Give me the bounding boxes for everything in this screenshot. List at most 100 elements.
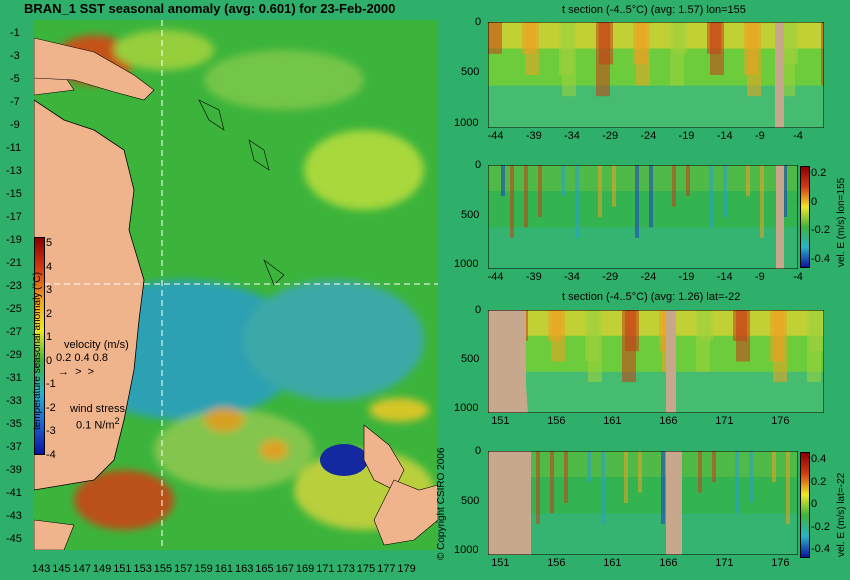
panel2-colorbar-tick: 0.2	[811, 167, 827, 179]
panel3-x-tick: 161	[603, 415, 622, 427]
map-x-tick: 171	[316, 563, 335, 575]
map-y-tick: -13	[6, 165, 22, 177]
map-colorbar-tick: 4	[46, 260, 53, 273]
map-x-tick: 169	[295, 563, 315, 575]
panel1-x-tick: -9	[754, 130, 765, 142]
map-x-tick: 155	[153, 563, 173, 575]
panel4-x-tick: 176	[771, 557, 790, 569]
map-colorbar-label: temperature seasonal anomaly (°C)	[32, 272, 43, 430]
map-y-tick: -35	[6, 418, 22, 430]
map-colorbar-tick: -2	[46, 401, 56, 414]
panel2-x-tick: -29	[602, 271, 619, 283]
map-y-tick: -27	[6, 326, 22, 338]
panel4-colorbar-tick: -0.2	[811, 520, 830, 533]
map-x-tick: 153	[133, 563, 152, 575]
panel4-x-tick: 171	[715, 557, 734, 569]
panel1-title: t section (-4..5°C) (avg: 1.57) lon=155	[562, 4, 746, 16]
map-colorbar-tick: 2	[46, 307, 53, 320]
map-y-tick: -1	[10, 27, 20, 39]
panel3-x-tick: 151	[491, 415, 510, 427]
panel4-colorbar	[800, 452, 810, 558]
copyright-text: © Copyright CSIRO 2006	[436, 447, 447, 560]
panel1-y-tick: 0	[475, 16, 482, 28]
panel2-x-tick: -34	[564, 271, 580, 283]
panel2-colorbar-tick: -0.2	[811, 224, 830, 237]
panel2-x-tick: -9	[754, 271, 765, 283]
map-colorbar-tick: 0	[46, 354, 53, 367]
map-colorbar-tick: -1	[46, 378, 56, 390]
map-colorbar	[34, 237, 45, 455]
panel3-title: t section (-4..5°C) (avg: 1.26) lat=-22	[562, 291, 741, 303]
map-x-tick: 147	[72, 563, 91, 575]
panel1-x-tick: -4	[793, 130, 803, 142]
map-colorbar-tick: 5	[46, 237, 53, 249]
panel3-x-tick: 176	[771, 415, 790, 427]
map-y-tick: -5	[10, 73, 20, 85]
panel3-y-tick: 1000	[454, 402, 479, 415]
velocity-arrows: → > >	[58, 366, 95, 378]
wind-stress-label: wind stress	[70, 403, 126, 415]
panel3-x-tick: 156	[547, 415, 566, 427]
panel3-x-tick: 166	[659, 415, 678, 427]
panel2-colorbar-label: vel. E (m/s) lon=155	[836, 177, 847, 267]
map-title: BRAN_1 SST seasonal anomaly (avg: 0.601)…	[24, 1, 396, 16]
panel2-colorbar	[800, 166, 810, 268]
map-colorbar-tick: -3	[46, 425, 56, 437]
wind-stress-scale: 0.1 N/m2	[76, 416, 120, 432]
panel4-y-tick: 0	[475, 445, 482, 457]
map-x-tick: 175	[356, 563, 376, 575]
map-y-tick: -23	[6, 280, 22, 292]
map-y-tick: -41	[6, 487, 22, 499]
map-x-tick: 145	[52, 563, 71, 575]
panel1-y-tick: 500	[461, 66, 480, 79]
panel1-x-tick: -19	[678, 130, 695, 142]
panel3-y-tick: 500	[461, 353, 480, 366]
panel2-x-tick: -39	[525, 271, 542, 283]
map-x-tick: 159	[194, 563, 213, 575]
panel1-x-tick: -34	[564, 130, 580, 142]
map-y-tick: -33	[6, 395, 22, 407]
map-y-tick: -25	[6, 303, 22, 315]
panel4-x-tick: 156	[547, 557, 566, 569]
panel4-colorbar-tick: 0	[811, 498, 818, 510]
map-x-tick: 165	[255, 563, 274, 575]
map-colorbar-tick: 3	[46, 284, 53, 296]
panel4-colorbar-tick: -0.4	[811, 543, 830, 555]
panel2-x-tick: -19	[678, 271, 695, 283]
sst-anomaly-map	[34, 20, 438, 550]
map-x-tick: 151	[113, 563, 132, 575]
panel4-x-tick: 151	[491, 557, 510, 569]
panel4-y-tick: 1000	[454, 544, 479, 557]
panel3-y-tick: 0	[475, 304, 482, 316]
map-colorbar-tick: -4	[46, 448, 56, 461]
map-x-tick: 143	[32, 563, 51, 575]
map-y-tick: -17	[6, 211, 22, 223]
panel4-y-tick: 500	[461, 494, 480, 507]
section-panel-2	[488, 165, 798, 269]
panel2-x-tick: -4	[793, 271, 803, 283]
map-y-tick: -11	[6, 142, 22, 154]
velocity-scale: 0.2 0.4 0.8	[56, 352, 108, 364]
section-panel-4	[488, 451, 798, 555]
panel1-x-tick: -29	[602, 130, 619, 142]
panel2-x-tick: -24	[640, 271, 657, 283]
panel2-colorbar-tick: 0	[811, 195, 818, 208]
map-y-tick: -19	[6, 234, 22, 246]
map-x-tick: 149	[92, 563, 112, 575]
panel4-colorbar-label: vel. E (m/s) lat=-22	[836, 472, 847, 557]
map-y-tick: -7	[10, 96, 20, 108]
map-y-tick: -29	[6, 349, 22, 361]
map-x-tick: 177	[377, 563, 396, 575]
panel3-x-tick: 171	[715, 415, 734, 427]
map-y-tick: -43	[6, 510, 22, 522]
map-y-tick: -21	[6, 257, 22, 269]
map-x-tick: 173	[336, 563, 355, 575]
map-x-tick: 163	[235, 563, 254, 575]
map-x-tick: 179	[397, 563, 416, 575]
panel2-y-tick: 0	[475, 159, 482, 171]
map-y-tick: -45	[6, 533, 22, 545]
section-panel-3	[488, 310, 824, 413]
map-y-tick: -31	[6, 372, 22, 384]
panel1-x-tick: -44	[487, 130, 504, 142]
map-colorbar-tick: 1	[46, 331, 53, 343]
